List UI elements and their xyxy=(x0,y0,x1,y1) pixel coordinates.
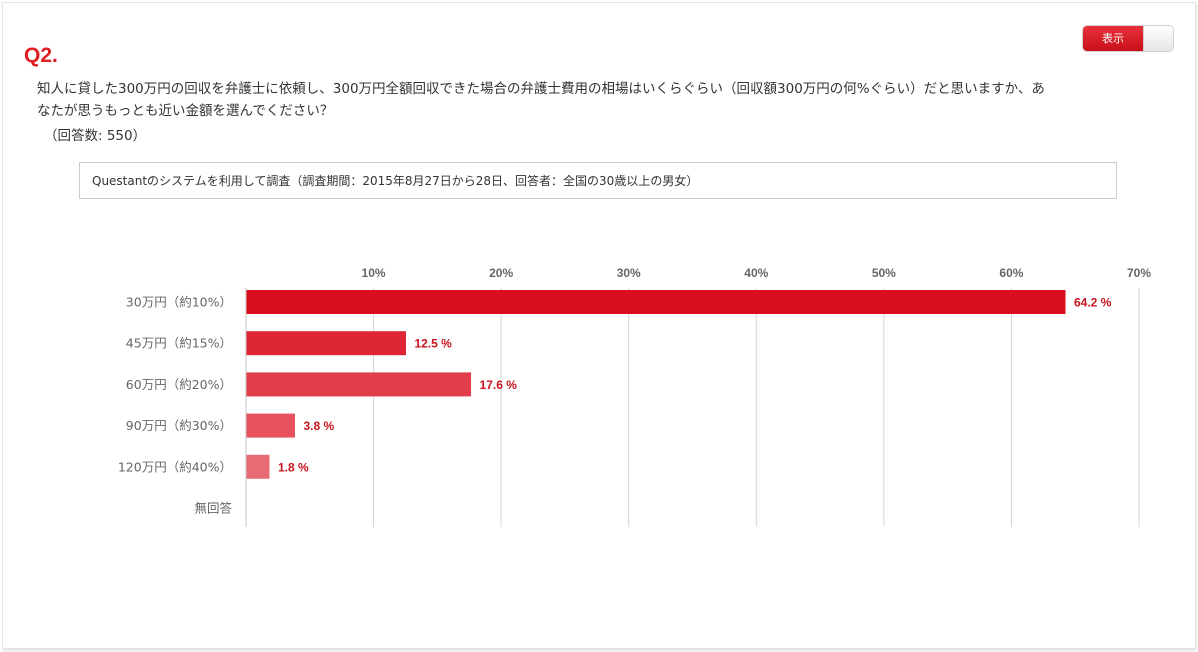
bar xyxy=(246,290,1066,314)
toggle-knob xyxy=(1143,26,1173,51)
value-label: 12.5 % xyxy=(414,337,452,351)
display-toggle[interactable]: 表示 xyxy=(1082,25,1174,52)
response-count: （回答数: 550） xyxy=(44,128,147,144)
category-label: 45万円（約15%） xyxy=(126,336,232,351)
value-label: 1.8 % xyxy=(278,460,309,474)
display-toggle-label: 表示 xyxy=(1083,26,1143,51)
x-tick-label: 10% xyxy=(362,266,386,280)
question-text: 知人に貸した300万円の回収を弁護士に依頼し、300万円全額回収できた場合の弁護… xyxy=(37,81,1045,119)
bar xyxy=(246,372,472,397)
x-tick-label: 70% xyxy=(1127,266,1151,280)
x-tick-label: 30% xyxy=(617,266,641,280)
value-label: 17.6 % xyxy=(480,378,518,392)
x-tick-label: 50% xyxy=(872,266,896,280)
value-label: 3.8 % xyxy=(303,419,334,433)
category-label: 120万円（約40%） xyxy=(118,459,232,474)
category-label: 30万円（約10%） xyxy=(126,295,232,310)
x-tick-label: 40% xyxy=(744,266,768,280)
question-number: Q2. xyxy=(24,44,58,67)
source-note: Questantのシステムを利用して調査（調査期間：2015年8月27日から28… xyxy=(79,162,1117,199)
category-label: 無回答 xyxy=(194,501,232,516)
x-tick-label: 20% xyxy=(489,266,513,280)
bar xyxy=(246,413,295,438)
category-label: 90万円（約30%） xyxy=(126,418,232,433)
category-label: 60万円（約20%） xyxy=(126,377,232,392)
value-label: 64.2 % xyxy=(1074,296,1112,310)
x-tick-label: 60% xyxy=(999,266,1023,280)
bar xyxy=(246,454,270,479)
bar xyxy=(246,331,406,356)
